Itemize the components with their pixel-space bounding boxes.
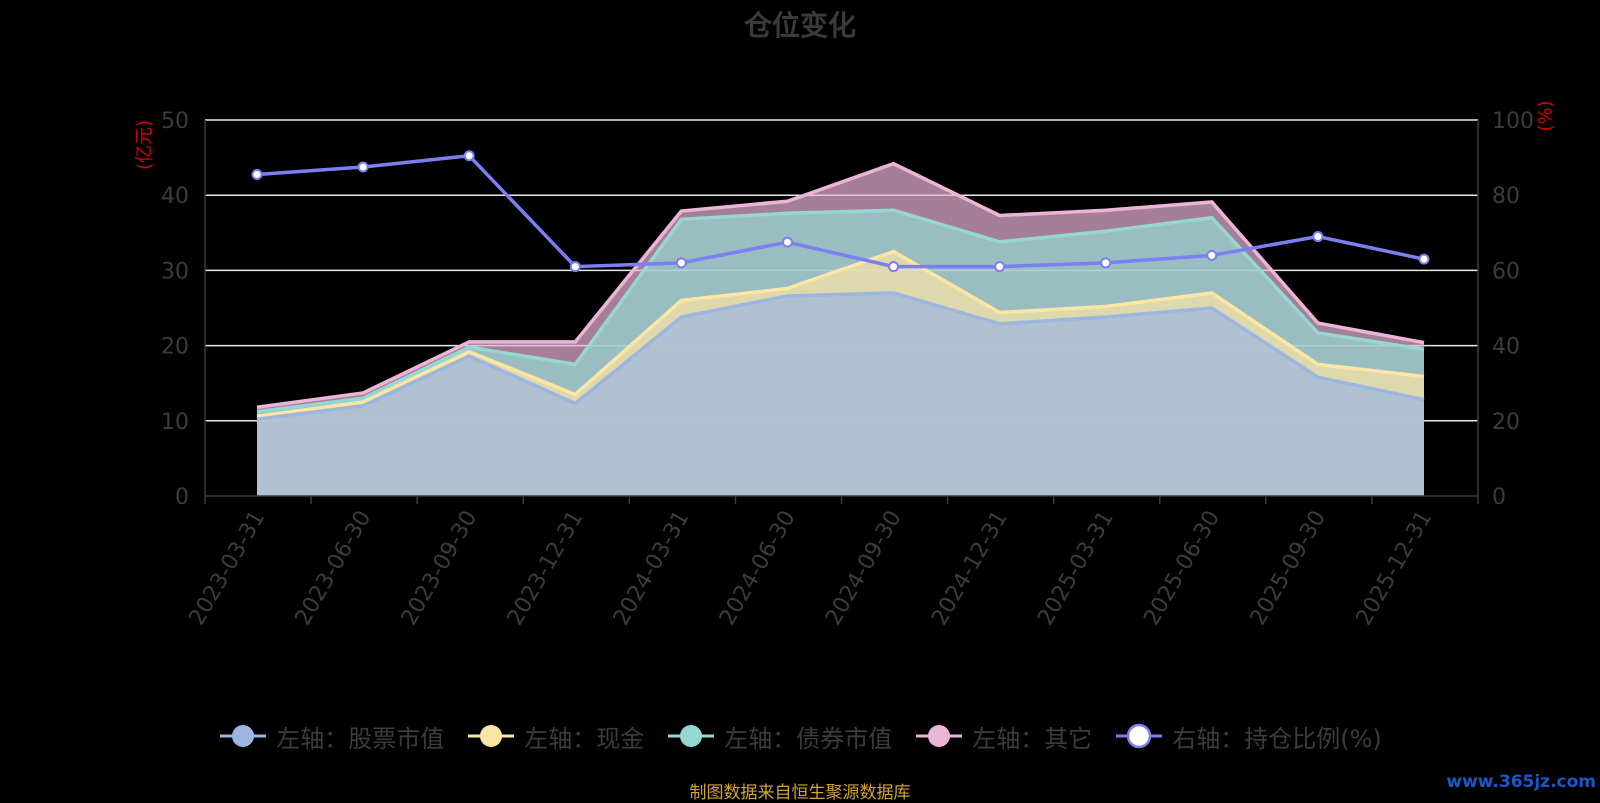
legend-label: 左轴：股票市值 bbox=[276, 724, 445, 753]
legend-item[interactable]: 左轴：债券市值 bbox=[666, 719, 892, 754]
position-change-chart: 0 10 20 30 40 50 0 20 40 60 80 100 (亿元) (%) 2023-03-31… bbox=[134, 100, 1556, 630]
y-right-tick-label: 0 bbox=[1492, 485, 1506, 510]
legend-label: 左轴：债券市值 bbox=[724, 724, 893, 753]
x-tick-label: 2023-06-30 bbox=[291, 507, 377, 630]
ratio-line bbox=[251, 150, 1430, 273]
legend-item[interactable]: 左轴：其它 bbox=[914, 719, 1092, 754]
y-left-unit-label: (亿元) bbox=[134, 120, 155, 170]
data-source-note: 制图数据来自恒生聚源数据库 bbox=[689, 783, 911, 803]
legend: 左轴：股票市值 左轴：现金 左轴：债券市值 左轴：其它 右轴：持仓比例(%) bbox=[0, 716, 1600, 756]
ratio-point bbox=[1418, 253, 1430, 265]
legend-item[interactable]: 左轴：现金 bbox=[466, 719, 644, 754]
stacked-areas bbox=[256, 161, 1425, 497]
x-tick-label: 2024-06-30 bbox=[715, 507, 801, 630]
y-left-tick-label: 20 bbox=[161, 335, 189, 360]
ratio-point bbox=[357, 161, 369, 173]
y-right-unit-label: (%) bbox=[1535, 100, 1556, 131]
area-outline bbox=[256, 249, 1425, 419]
x-tick-label: 2023-12-31 bbox=[503, 507, 589, 630]
y-right-tick-label: 80 bbox=[1492, 184, 1520, 209]
x-tick-label: 2025-06-30 bbox=[1139, 507, 1225, 630]
x-tick-label: 2024-12-31 bbox=[927, 507, 1013, 630]
x-tick-label: 2024-09-30 bbox=[821, 507, 907, 630]
legend-label: 左轴：现金 bbox=[524, 724, 645, 753]
y-left-tick-label: 50 bbox=[161, 109, 189, 134]
x-tick-label: 2025-12-31 bbox=[1352, 507, 1438, 630]
area-outline bbox=[256, 291, 1425, 422]
x-tick-label: 2023-09-30 bbox=[397, 507, 483, 630]
legend-swatch-icon bbox=[916, 725, 963, 747]
ratio-line-path bbox=[256, 153, 1425, 269]
y-left-tick-label: 10 bbox=[161, 410, 189, 435]
area-outline bbox=[256, 208, 1425, 414]
x-tick-label: 2023-03-31 bbox=[185, 507, 271, 630]
legend-swatch-icon bbox=[468, 725, 515, 747]
ratio-point bbox=[1312, 231, 1324, 243]
ratio-point bbox=[675, 257, 687, 269]
x-tick-label: 2024-03-31 bbox=[609, 507, 695, 630]
y-right-tick-label: 60 bbox=[1492, 259, 1520, 284]
y-right-tick-label: 20 bbox=[1492, 410, 1520, 435]
legend-label: 左轴：其它 bbox=[972, 724, 1093, 753]
x-tick-label: 2025-03-31 bbox=[1033, 507, 1119, 630]
ratio-point bbox=[251, 169, 263, 181]
ratio-point bbox=[463, 150, 475, 162]
ratio-point bbox=[1206, 249, 1218, 261]
y-left-tick-label: 40 bbox=[161, 184, 189, 209]
ratio-point bbox=[781, 236, 793, 248]
x-tick-label: 2025-09-30 bbox=[1246, 507, 1332, 630]
y-right-tick-label: 100 bbox=[1492, 109, 1534, 134]
y-left-tick-label: 0 bbox=[175, 485, 189, 510]
ratio-point bbox=[994, 261, 1006, 273]
area-outline bbox=[256, 161, 1425, 409]
ratio-point bbox=[569, 261, 581, 273]
chart-title: 仓位变化 bbox=[743, 9, 856, 42]
ratio-point bbox=[1100, 257, 1112, 269]
legend-swatch-icon bbox=[1116, 723, 1163, 749]
legend-swatch-icon bbox=[668, 725, 715, 747]
ratio-point bbox=[888, 261, 900, 273]
y-right-tick-label: 40 bbox=[1492, 335, 1520, 360]
legend-item[interactable]: 左轴：股票市值 bbox=[218, 719, 444, 754]
area-fill bbox=[257, 292, 1424, 496]
legend-swatch-icon bbox=[220, 725, 267, 747]
legend-item[interactable]: 右轴：持仓比例(%) bbox=[1114, 719, 1382, 754]
watermark: www.365jz.com bbox=[1446, 772, 1596, 792]
legend-label: 右轴：持仓比例(%) bbox=[1172, 724, 1382, 753]
y-left-tick-label: 30 bbox=[161, 259, 189, 284]
